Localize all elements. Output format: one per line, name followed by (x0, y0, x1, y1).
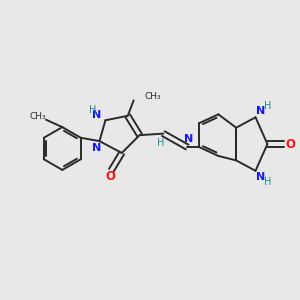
Text: H: H (264, 101, 271, 111)
Text: N: N (184, 134, 193, 144)
Text: H: H (89, 105, 97, 115)
Text: N: N (256, 106, 266, 116)
Text: N: N (256, 172, 266, 182)
Text: CH₃: CH₃ (29, 112, 46, 121)
Text: N: N (92, 142, 102, 153)
Text: O: O (106, 170, 116, 183)
Text: CH₃: CH₃ (144, 92, 161, 101)
Text: O: O (285, 138, 295, 151)
Text: H: H (157, 138, 165, 148)
Text: N: N (92, 110, 102, 120)
Text: H: H (264, 177, 271, 187)
